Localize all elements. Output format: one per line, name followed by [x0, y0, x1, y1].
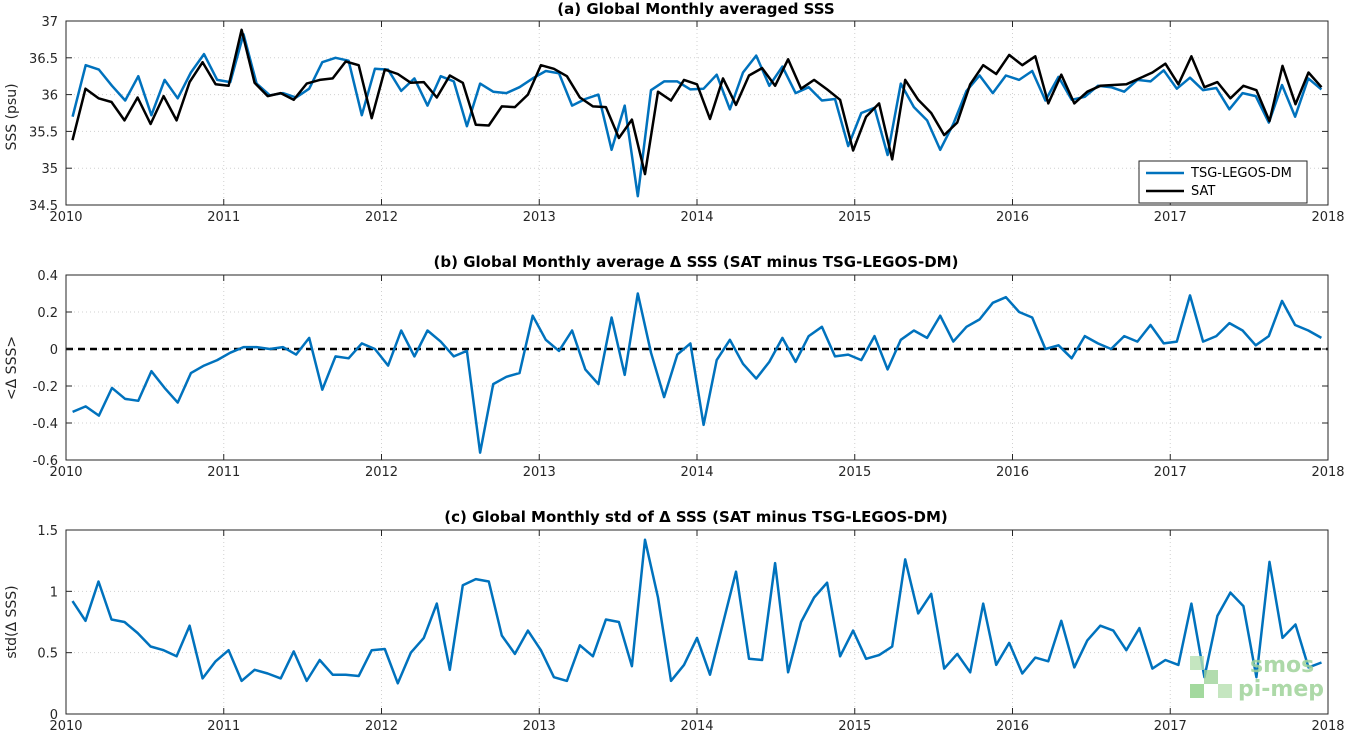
smos-pi-mep-logo: smos pi-mep: [1190, 653, 1324, 702]
x-tick-label: 2014: [680, 719, 713, 734]
legend: TSG-LEGOS-DM SAT: [1138, 160, 1308, 204]
y-tick-label: 36.5: [29, 52, 58, 67]
x-tick-label: 2017: [1154, 210, 1187, 225]
x-tick-label: 2013: [523, 719, 556, 734]
panel-c-ylabel: std(Δ SSS): [4, 585, 20, 658]
series-line-delta-sss: [72, 292, 1323, 454]
x-tick-label: 2010: [49, 719, 82, 734]
y-tick-label: 1.5: [37, 524, 58, 539]
watermark-line1: smos: [1250, 653, 1314, 678]
panel-c: (c) Global Monthly std of Δ SSS (SAT min…: [4, 508, 1345, 734]
y-tick-label: -0.4: [33, 417, 58, 432]
panel-a-title: (a) Global Monthly averaged SSS: [557, 0, 834, 18]
x-tick-label: 2010: [49, 210, 82, 225]
x-tick-label: 2011: [207, 719, 240, 734]
y-tick-label: 1: [50, 585, 58, 600]
x-tick-label: 2013: [523, 210, 556, 225]
panel-b-ylabel: <Δ SSS>: [4, 336, 20, 400]
x-tick-label: 2015: [838, 210, 871, 225]
x-tick-label: 2010: [49, 465, 82, 480]
y-tick-label: -0.2: [33, 380, 58, 395]
x-tick-label: 2018: [1311, 210, 1344, 225]
x-tick-label: 2012: [365, 719, 398, 734]
x-tick-label: 2014: [680, 210, 713, 225]
panel-b-title: (b) Global Monthly average Δ SSS (SAT mi…: [434, 253, 959, 271]
y-tick-label: 0.2: [37, 306, 58, 321]
x-tick-label: 2011: [207, 210, 240, 225]
y-tick-label: 0.4: [37, 269, 58, 284]
legend-box: [1138, 160, 1308, 204]
y-tick-label: 35.5: [29, 125, 58, 140]
x-tick-label: 2016: [996, 719, 1029, 734]
panel-a: (a) Global Monthly averaged SSS SSS (psu…: [4, 0, 1345, 225]
y-tick-label: 36: [41, 89, 58, 104]
x-tick-label: 2013: [523, 465, 556, 480]
y-tick-label: -0.6: [33, 454, 58, 469]
legend-label-tsg: TSG-LEGOS-DM: [1190, 166, 1292, 181]
y-tick-label: 34.5: [29, 199, 58, 214]
y-tick-label: 0.5: [37, 647, 58, 662]
x-tick-label: 2015: [838, 719, 871, 734]
panel-a-ylabel: SSS (psu): [4, 83, 20, 150]
x-tick-label: 2011: [207, 465, 240, 480]
y-tick-label: 0: [50, 708, 58, 723]
x-tick-label: 2016: [996, 465, 1029, 480]
x-tick-label: 2012: [365, 210, 398, 225]
x-tick-label: 2017: [1154, 719, 1187, 734]
y-tick-label: 37: [41, 15, 58, 30]
x-tick-label: 2018: [1311, 719, 1344, 734]
x-tick-label: 2012: [365, 465, 398, 480]
legend-label-sat: SAT: [1191, 184, 1215, 199]
x-tick-label: 2018: [1311, 465, 1344, 480]
x-tick-label: 2016: [996, 210, 1029, 225]
y-tick-label: 0: [50, 343, 58, 358]
x-tick-label: 2015: [838, 465, 871, 480]
series-line-delta-sss: [71, 538, 1322, 685]
series-line-sat: [71, 28, 1323, 176]
x-tick-label: 2017: [1154, 465, 1187, 480]
y-tick-label: 35: [41, 162, 58, 177]
panel-b: (b) Global Monthly average Δ SSS (SAT mi…: [4, 253, 1345, 480]
watermark-line2: pi-mep: [1238, 677, 1324, 702]
x-tick-label: 2014: [680, 465, 713, 480]
panel-c-title: (c) Global Monthly std of Δ SSS (SAT min…: [444, 508, 947, 526]
